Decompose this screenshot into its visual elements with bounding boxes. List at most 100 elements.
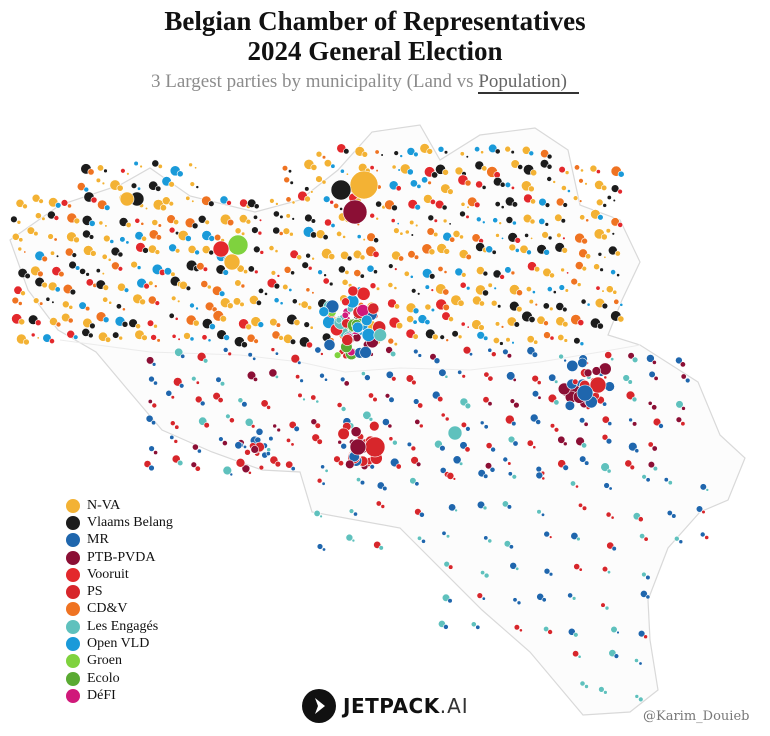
municipality-bubble — [307, 305, 313, 311]
municipality-bubble — [341, 334, 354, 346]
municipality-bubble — [489, 466, 496, 473]
municipality-bubble — [246, 370, 257, 381]
municipality-bubble — [375, 216, 380, 221]
municipality-bubble — [451, 330, 459, 338]
municipality-bubble — [194, 395, 203, 404]
municipality-bubble — [468, 352, 473, 357]
municipality-bubble — [640, 590, 648, 598]
municipality-bubble — [282, 227, 291, 235]
municipality-bubble — [393, 227, 400, 234]
municipality-bubble — [509, 561, 518, 570]
municipality-bubble — [388, 436, 394, 442]
municipality-bubble — [171, 333, 177, 339]
municipality-bubble — [462, 346, 472, 355]
municipality-bubble — [177, 459, 184, 467]
municipality-bubble — [11, 296, 19, 305]
municipality-bubble — [433, 218, 438, 223]
municipality-bubble — [245, 218, 252, 225]
municipality-bubble — [194, 166, 198, 170]
municipality-bubble — [315, 150, 323, 158]
municipality-bubble — [492, 336, 500, 344]
toggle-population[interactable]: Population) — [478, 71, 579, 94]
municipality-bubble — [204, 301, 215, 312]
municipality-bubble — [519, 244, 529, 254]
municipality-bubble — [482, 289, 489, 297]
municipality-bubble — [293, 425, 300, 433]
municipality-bubble — [359, 480, 366, 486]
municipality-bubble — [464, 446, 471, 453]
municipality-bubble — [316, 438, 323, 445]
municipality-bubble — [593, 263, 600, 271]
municipality-bubble — [583, 368, 593, 378]
municipality-bubble — [153, 323, 158, 329]
municipality-bubble — [413, 398, 420, 405]
municipality-bubble — [257, 287, 264, 294]
municipality-bubble — [441, 530, 447, 536]
municipality-bubble — [240, 283, 246, 289]
municipality-bubble — [429, 353, 437, 361]
municipality-bubble — [146, 319, 155, 327]
municipality-bubble — [174, 347, 184, 357]
municipality-bubble — [148, 464, 155, 472]
municipality-bubble — [553, 399, 560, 406]
municipality-bubble — [141, 334, 148, 341]
municipality-bubble — [510, 159, 520, 169]
municipality-bubble — [273, 297, 280, 304]
municipality-bubble — [243, 444, 248, 449]
municipality-bubble — [337, 460, 344, 467]
municipality-bubble — [189, 302, 195, 309]
municipality-bubble — [409, 179, 418, 188]
municipality-bubble — [441, 204, 448, 211]
municipality-bubble — [174, 424, 180, 430]
municipality-bubble — [234, 279, 242, 287]
municipality-bubble — [355, 477, 361, 483]
municipality-bubble — [515, 566, 520, 571]
municipality-bubble — [375, 200, 382, 208]
municipality-bubble — [189, 336, 195, 342]
municipality-bubble — [529, 198, 536, 205]
municipality-bubble — [573, 337, 581, 345]
municipality-bubble — [323, 159, 332, 168]
municipality-bubble — [429, 273, 436, 280]
legend-label: Ecolo — [87, 670, 120, 686]
municipality-bubble — [541, 597, 547, 603]
municipality-bubble — [353, 511, 358, 517]
municipality-bubble — [611, 545, 617, 552]
municipality-bubble — [487, 347, 493, 353]
municipality-bubble — [577, 319, 585, 326]
municipality-bubble — [471, 233, 481, 243]
municipality-bubble — [258, 218, 263, 222]
municipality-bubble — [535, 465, 542, 473]
municipality-bubble — [543, 320, 549, 327]
municipality-bubble — [173, 219, 180, 226]
municipality-bubble — [264, 291, 268, 296]
municipality-bubble — [541, 231, 549, 239]
municipality-bubble — [329, 199, 335, 205]
municipality-bubble — [87, 168, 95, 176]
municipality-bubble — [275, 202, 279, 206]
municipality-bubble — [159, 204, 167, 212]
municipality-bubble — [321, 179, 327, 185]
municipality-bubble — [199, 400, 206, 407]
municipality-bubble — [634, 658, 639, 663]
municipality-bubble — [227, 351, 232, 357]
municipality-bubble — [241, 231, 246, 236]
municipality-bubble — [543, 530, 551, 538]
municipality-bubble — [546, 176, 553, 182]
municipality-bubble — [345, 172, 349, 176]
municipality-bubble — [188, 162, 193, 168]
municipality-bubble — [429, 198, 436, 205]
municipality-bubble — [215, 376, 222, 383]
municipality-bubble — [572, 650, 580, 658]
municipality-bubble — [375, 169, 379, 173]
municipality-bubble — [22, 203, 28, 210]
municipality-bubble — [388, 396, 395, 403]
municipality-bubble — [72, 334, 79, 340]
municipality-bubble — [490, 446, 496, 453]
municipality-bubble — [526, 439, 534, 447]
municipality-bubble — [353, 269, 362, 277]
municipality-bubble — [227, 234, 249, 256]
municipality-bubble — [345, 533, 354, 542]
municipality-bubble — [511, 474, 517, 480]
municipality-bubble — [208, 235, 215, 242]
